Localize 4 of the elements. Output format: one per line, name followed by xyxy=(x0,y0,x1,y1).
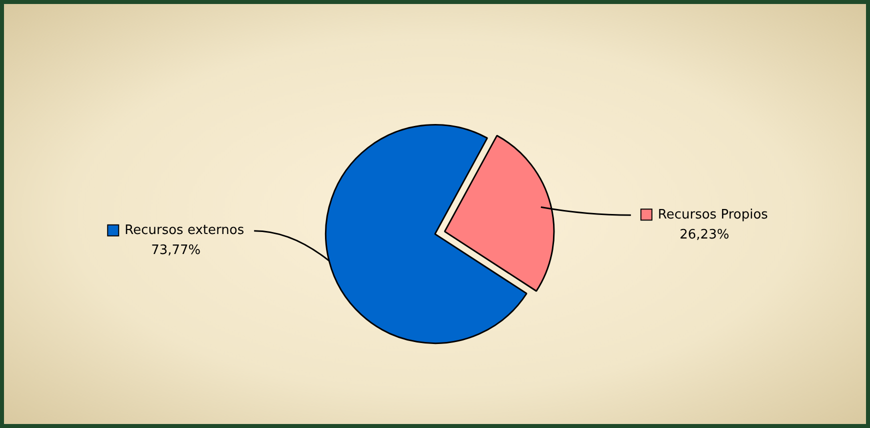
legend-label: Recursos Propios xyxy=(658,208,768,223)
data-label: 26,23% xyxy=(680,228,730,243)
legend-label: Recursos externos xyxy=(124,223,244,238)
data-label: 73,77% xyxy=(151,243,201,258)
